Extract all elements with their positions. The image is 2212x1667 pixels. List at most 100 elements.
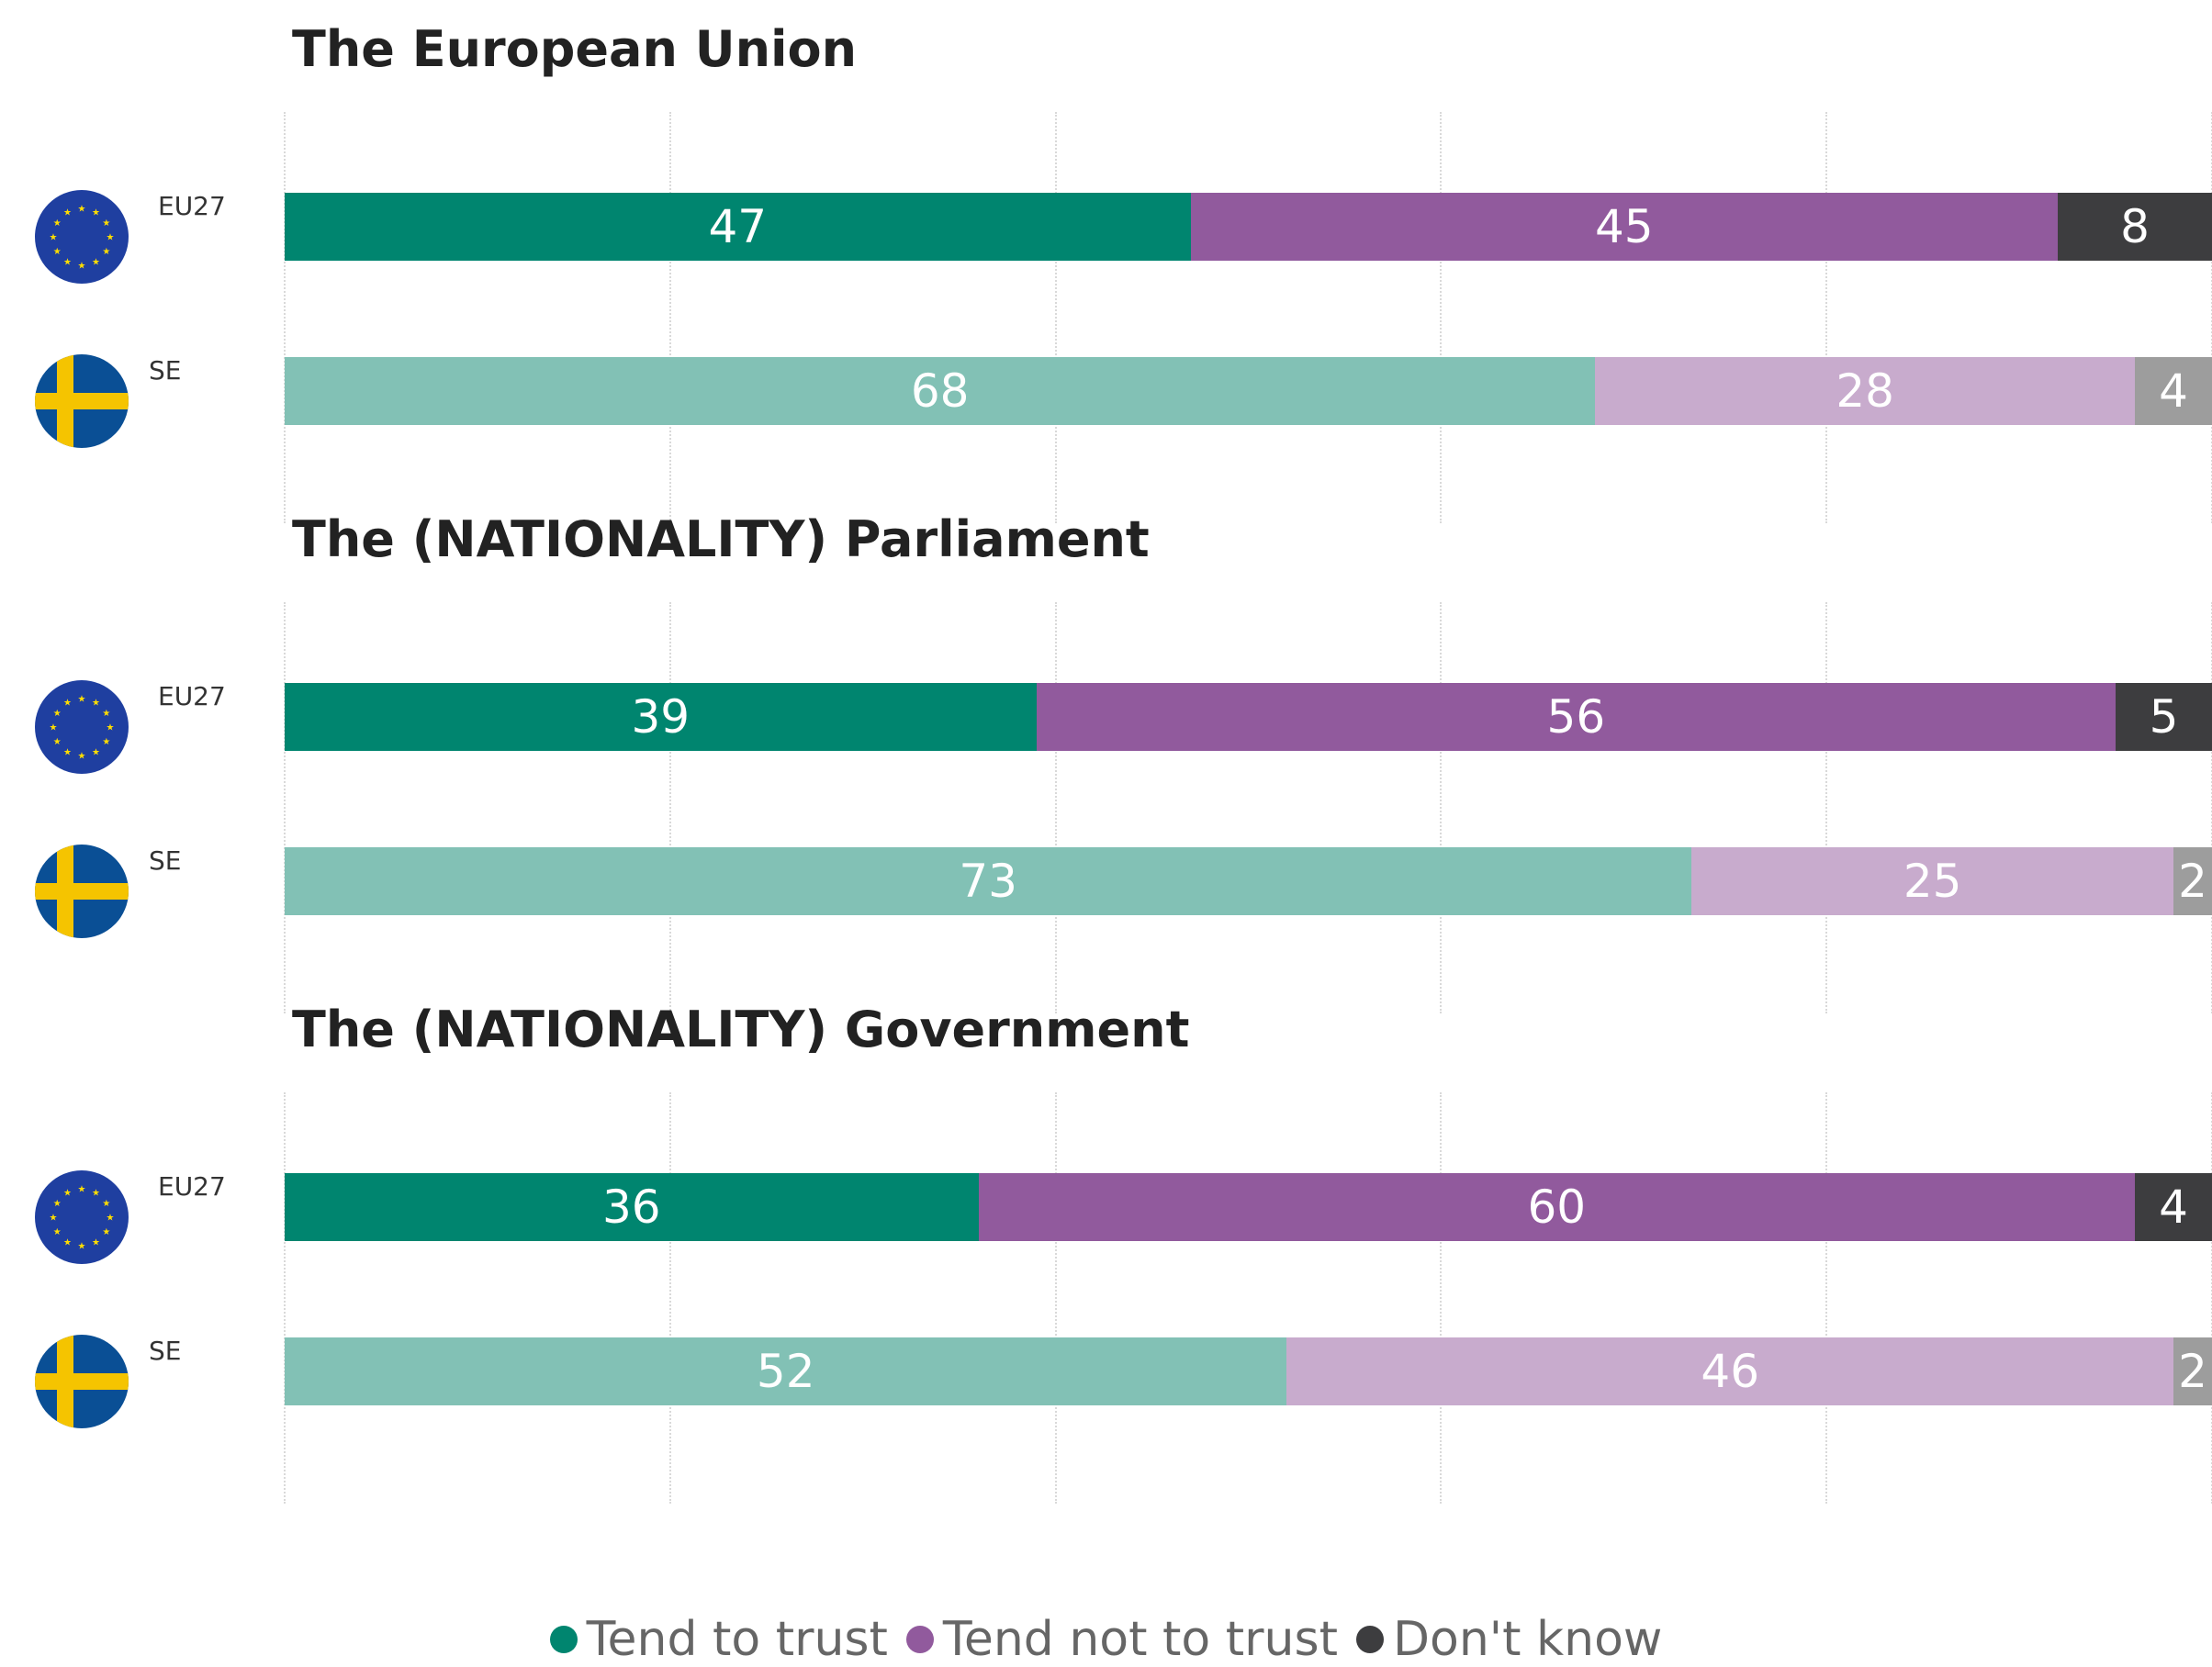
bar-segment-trust: 39	[285, 683, 1037, 751]
svg-text:★: ★	[63, 699, 72, 709]
eu-flag-icon: ★ ★ ★ ★ ★ ★ ★ ★ ★ ★ ★ ★	[35, 680, 129, 774]
bar-segment-dont-know: 2	[2173, 1337, 2212, 1405]
legend-label: Tend to trust	[586, 1612, 888, 1667]
gridline	[1054, 1092, 1057, 1504]
svg-text:★: ★	[107, 233, 115, 243]
country-label: SE	[149, 1336, 182, 1366]
chart-panel: The (NATIONALITY) Parliament ★ ★ ★ ★ ★ ★ ★ ★ ★ ★ ★ ★…	[0, 490, 2212, 1013]
gridline	[668, 602, 671, 1013]
gridline	[1440, 1092, 1443, 1504]
gridline	[1054, 602, 1057, 1013]
legend-item: Don't know	[1355, 1612, 1663, 1667]
svg-text:★: ★	[63, 1189, 72, 1199]
bar-segment-not-trust: 46	[1286, 1337, 2173, 1405]
gridline	[1825, 602, 1828, 1013]
svg-text:★: ★	[53, 1227, 62, 1237]
bar-segment-dont-know: 4	[2135, 357, 2212, 425]
gridline	[1440, 112, 1443, 523]
svg-text:★: ★	[50, 1214, 58, 1224]
bar-segment-not-trust: 25	[1691, 847, 2174, 915]
legend-marker	[1355, 1626, 1384, 1653]
panel-title: The (NATIONALITY) Government	[292, 1001, 1190, 1058]
panel-title: The (NATIONALITY) Parliament	[292, 510, 1150, 568]
svg-text:★: ★	[53, 709, 62, 719]
bar-segment-dont-know: 4	[2135, 1173, 2212, 1241]
bar-segment-dont-know: 5	[2116, 683, 2212, 751]
eu-flag-icon: ★ ★ ★ ★ ★ ★ ★ ★ ★ ★ ★ ★	[35, 1170, 129, 1264]
stacked-bar: 52 46 2	[285, 1337, 2212, 1405]
svg-text:★: ★	[53, 218, 62, 229]
stacked-bar: 73 25 2	[285, 847, 2212, 915]
gridline	[284, 602, 286, 1013]
bar-segment-dont-know: 2	[2173, 847, 2212, 915]
legend: Tend to trust Tend not to trust Don't know	[0, 1612, 2212, 1667]
svg-text:★: ★	[63, 257, 72, 267]
svg-text:★: ★	[53, 1199, 62, 1209]
svg-text:★: ★	[102, 709, 110, 719]
svg-text:★: ★	[78, 1242, 86, 1252]
gridline	[1825, 112, 1828, 523]
panel-title: The European Union	[292, 20, 858, 78]
svg-text:★: ★	[102, 247, 110, 257]
bar-segment-not-trust: 45	[1190, 193, 2059, 261]
svg-text:★: ★	[102, 1199, 110, 1209]
svg-text:★: ★	[102, 218, 110, 229]
country-label: EU27	[158, 681, 226, 711]
chart-panel: The European Union ★ ★ ★ ★ ★ ★ ★ ★ ★ ★ ★ ★ EU27 47 45 8 S…	[0, 0, 2212, 523]
svg-text:★: ★	[63, 747, 72, 757]
bar-segment-trust: 73	[285, 847, 1692, 915]
sweden-flag-icon	[35, 354, 129, 448]
legend-marker	[549, 1626, 578, 1653]
svg-text:★: ★	[92, 699, 100, 709]
legend-item: Tend to trust	[549, 1612, 888, 1667]
legend-label: Don't know	[1392, 1612, 1663, 1667]
svg-text:★: ★	[102, 1227, 110, 1237]
svg-text:★: ★	[78, 262, 86, 272]
legend-marker	[905, 1626, 934, 1653]
bar-segment-not-trust: 56	[1036, 683, 2117, 751]
stacked-bar: 39 56 5	[285, 683, 2212, 751]
gridline	[1825, 1092, 1828, 1504]
gridline	[668, 112, 671, 523]
svg-text:★: ★	[92, 747, 100, 757]
svg-text:★: ★	[78, 1185, 86, 1195]
bar-segment-trust: 68	[285, 357, 1596, 425]
bar-segment-trust: 36	[285, 1173, 979, 1241]
country-label: EU27	[158, 191, 226, 221]
svg-text:★: ★	[92, 1237, 100, 1247]
country-label: EU27	[158, 1171, 226, 1202]
gridline	[1440, 602, 1443, 1013]
chart-panel: The (NATIONALITY) Government ★ ★ ★ ★ ★ ★ ★ ★ ★ ★ ★ ★…	[0, 980, 2212, 1504]
svg-text:★: ★	[78, 205, 86, 215]
bar-segment-not-trust: 60	[978, 1173, 2136, 1241]
svg-text:★: ★	[92, 1189, 100, 1199]
gridline	[284, 112, 286, 523]
bar-segment-dont-know: 8	[2058, 193, 2212, 261]
svg-text:★: ★	[102, 737, 110, 747]
gridline	[284, 1092, 286, 1504]
svg-text:★: ★	[78, 695, 86, 705]
stacked-bar: 36 60 4	[285, 1173, 2212, 1241]
gridline	[1054, 112, 1057, 523]
svg-text:★: ★	[107, 723, 115, 733]
svg-text:★: ★	[50, 233, 58, 243]
country-label: SE	[149, 845, 182, 876]
sweden-flag-icon	[35, 845, 129, 938]
stacked-bar: 68 28 4	[285, 357, 2212, 425]
gridline	[668, 1092, 671, 1504]
bar-segment-not-trust: 28	[1595, 357, 2136, 425]
legend-item: Tend not to trust	[905, 1612, 1338, 1667]
svg-text:★: ★	[107, 1214, 115, 1224]
svg-text:★: ★	[92, 208, 100, 218]
svg-text:★: ★	[53, 247, 62, 257]
bar-segment-trust: 52	[285, 1337, 1287, 1405]
stacked-bar: 47 45 8	[285, 193, 2212, 261]
svg-text:★: ★	[92, 257, 100, 267]
bar-segment-trust: 47	[285, 193, 1191, 261]
svg-text:★: ★	[63, 208, 72, 218]
legend-label: Tend not to trust	[942, 1612, 1338, 1667]
svg-text:★: ★	[50, 723, 58, 733]
svg-text:★: ★	[53, 737, 62, 747]
svg-text:★: ★	[63, 1237, 72, 1247]
